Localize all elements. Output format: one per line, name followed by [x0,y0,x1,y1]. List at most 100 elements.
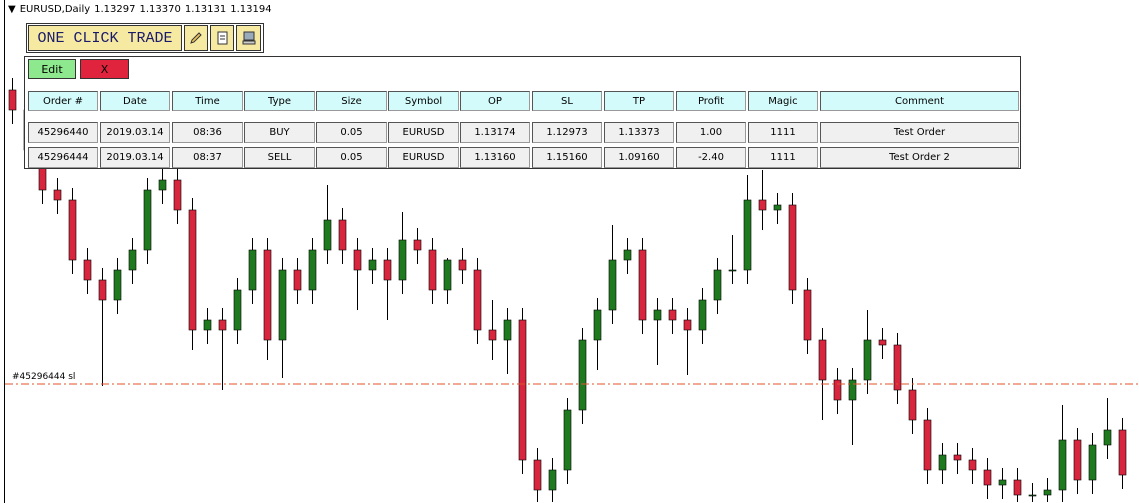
stop-loss-label: #45296444 sl [12,372,75,382]
candle-body [728,269,737,272]
candle-body [923,419,932,471]
candle-body [368,259,377,271]
candle-body [668,309,677,321]
candle-body [713,269,722,301]
candle-body [533,459,542,491]
candle-body [818,339,827,381]
table-cell: 0.05 [316,122,387,143]
candle-body [158,179,167,191]
quote: 1.13370 [139,4,181,15]
candle-body [833,379,842,401]
candle-body [1058,439,1067,491]
table-cell: 1.13373 [604,122,674,143]
orders-panel: Edit X Order # Date Time Type Size Symbol OP SL… [24,56,1021,169]
table-cell: 1.09160 [604,147,674,168]
candle-body [308,249,317,291]
edit-icon-button[interactable] [184,25,208,51]
candle-body [218,319,227,331]
candle-body [68,199,77,261]
quotes: 1.13297 1.13370 1.13131 1.13194 [94,4,275,15]
table-cell: SELL [244,147,315,168]
candle-body [1043,489,1052,496]
candle-body [938,454,947,471]
candle-body [863,339,872,381]
candle-body [608,259,617,311]
table-cell: 1.12973 [532,122,602,143]
document-icon [217,31,228,45]
table-cell: 08:36 [172,122,243,143]
table-cell: 45296440 [28,122,98,143]
candle-body [1118,429,1127,476]
table-cell: EURUSD [388,147,459,168]
table-cell: EURUSD [388,122,459,143]
table-cell: Test Order [820,122,1019,143]
candle-body [353,249,362,271]
candle-body [1013,479,1022,496]
candle-body [698,299,707,331]
table-cell: 1111 [748,122,818,143]
computer-icon [242,31,255,45]
candle-body [473,269,482,331]
candle-body [278,269,287,341]
candle-body [203,319,212,331]
candle-body [488,329,497,341]
candle-body [263,249,272,341]
pencil-icon [190,32,202,44]
candle-body [413,239,422,251]
column-header: Size [316,91,387,111]
column-header: Symbol [388,91,459,111]
orders-icon-button[interactable] [210,25,234,51]
candle-body [83,259,92,281]
quote: 1.13194 [230,4,272,15]
candle-body [323,219,332,251]
close-button[interactable]: X [80,59,129,79]
edit-button[interactable]: Edit [28,59,76,79]
candle-body [908,389,917,421]
candle-body [233,289,242,331]
title-button[interactable]: ONE CLICK TRADE [28,25,182,51]
candle-body [878,339,887,346]
table-cell: 1.13160 [460,147,530,168]
column-header: Magic [748,91,818,111]
candle-body [548,469,557,491]
candle-body [743,199,752,271]
table-cell: 1.15160 [532,147,602,168]
candle-body [383,259,392,281]
candle-body [653,309,662,321]
quote: 1.13131 [184,4,227,15]
candle-body [503,319,512,341]
column-header: SL [532,91,602,111]
candle-body [128,249,137,271]
table-cell: -2.40 [676,147,746,168]
table-cell: 45296444 [28,147,98,168]
column-header: OP [460,91,530,111]
candle-body [983,469,992,486]
column-header: Date [100,91,170,111]
candle-body [638,249,647,321]
candle-body [683,319,692,331]
candle-body [953,454,962,461]
candle-body [1088,444,1097,481]
candle-body [8,89,17,111]
table-cell: 1.00 [676,122,746,143]
chart-header: ▼ EURUSD,Daily 1.13297 1.13370 1.13131 1.1319… [8,4,280,15]
candle-body [173,179,182,211]
toolbar: ONE CLICK TRADE [26,23,264,53]
candle-body [563,409,572,471]
candle-body [98,279,107,301]
table-cell: 2019.03.14 [100,122,170,143]
column-header: Profit [676,91,746,111]
quote: 1.13297 [94,4,136,15]
table-cell: 2019.03.14 [100,147,170,168]
candle-body [443,259,452,291]
terminal-icon-button[interactable] [236,25,261,51]
collapse-arrow[interactable]: ▼ [8,4,16,15]
candle-body [428,249,437,291]
candle-body [623,249,632,261]
candle-body [848,379,857,401]
candle-body [248,249,257,291]
candle-body [998,479,1007,486]
candle-body [1028,494,1037,497]
column-header: Type [244,91,315,111]
